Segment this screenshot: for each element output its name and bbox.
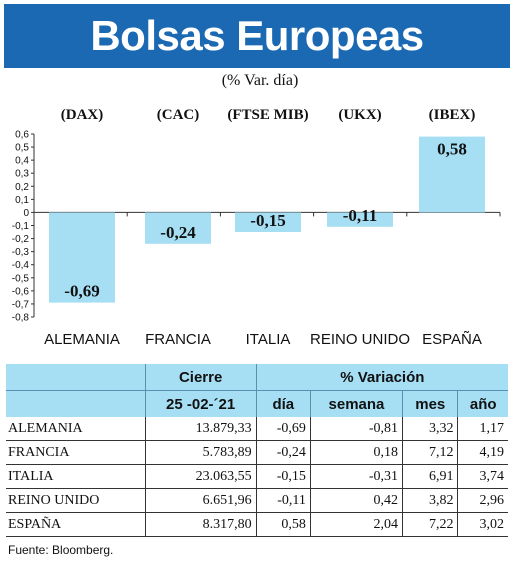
table-row: ALEMANIA 13.879,33 -0,69 -0,81 3,32 1,17: [6, 417, 508, 441]
table-row: REINO UNIDO 6.651,96 -0,11 0,42 3,82 2,9…: [6, 488, 508, 513]
y-tick-label: 0,2: [15, 182, 29, 193]
row-mes: 7,22: [402, 512, 458, 537]
y-tick-label: -0,1: [12, 221, 30, 232]
row-country: REINO UNIDO: [6, 488, 146, 513]
column-header-dia: día: [255, 390, 311, 417]
y-tick-label: -0,4: [12, 260, 30, 271]
page-title: Bolsas Europeas: [90, 12, 424, 59]
table-header-cierre: Cierre: [144, 364, 257, 391]
data-label: -0,69: [64, 282, 99, 301]
row-cierre: 23.063,55: [144, 464, 257, 489]
row-dia: -0,15: [255, 464, 311, 489]
y-tick-label: -0,3: [12, 247, 30, 258]
row-cierre: 8.317,80: [144, 512, 257, 537]
row-dia: -0,24: [255, 440, 311, 465]
row-mes: 7,12: [402, 440, 458, 465]
row-semana: 0,42: [309, 488, 403, 513]
table-row: ITALIA 23.063,55 -0,15 -0,31 6,91 3,74: [6, 464, 508, 489]
category-label: FRANCIA: [145, 331, 211, 348]
column-header-ano: año: [457, 390, 508, 417]
row-dia: 0,58: [255, 512, 311, 537]
category-label: ALEMANIA: [44, 331, 120, 348]
row-semana: -0,81: [309, 417, 403, 441]
table-header-variacion: % Variación: [255, 364, 508, 391]
bar: [419, 136, 485, 213]
row-semana: -0,31: [309, 464, 403, 489]
y-tick-label: 0: [23, 208, 29, 219]
row-country: ITALIA: [6, 464, 146, 489]
y-tick-label: -0,6: [12, 286, 30, 297]
table-row: FRANCIA 5.783,89 -0,24 0,18 7,12 4,19: [6, 440, 508, 465]
data-label: 0,58: [437, 140, 467, 159]
row-ano: 4,19: [457, 440, 508, 465]
column-header-date: 25 -02-´21: [144, 390, 257, 417]
chart-subtitle: (% Var. día): [221, 72, 299, 89]
index-label: (DAX): [61, 107, 104, 123]
bar: [49, 212, 115, 303]
data-label: -0,15: [250, 211, 285, 230]
y-tick-label: 0,1: [15, 195, 29, 206]
row-mes: 3,82: [402, 488, 458, 513]
bar: [327, 212, 393, 227]
table-header-blank-2: [6, 390, 146, 417]
row-cierre: 6.651,96: [144, 488, 257, 513]
row-mes: 3,32: [402, 417, 458, 441]
row-ano: 1,17: [457, 417, 508, 441]
row-ano: 3,74: [457, 464, 508, 489]
row-ano: 3,02: [457, 512, 508, 537]
quotes-table: Cierre % Variación 25 -02-´21 día semana…: [6, 364, 508, 537]
y-tick-label: 0,6: [15, 130, 29, 141]
title-banner: Bolsas Europeas: [4, 4, 510, 68]
y-tick-label: -0,5: [12, 273, 30, 284]
source-note: Fuente: Bloomberg.: [8, 543, 114, 557]
y-tick-label: -0,8: [12, 313, 30, 324]
y-tick-label: -0,7: [12, 299, 30, 310]
y-tick-label: 0,5: [15, 143, 29, 154]
bar-chart: 0,6 0,5 0,4 0,3 0,2 0,1 0 -0,1 -0,2 -0,3 -0,4 -0,5 -…: [12, 107, 501, 348]
bar: [145, 212, 211, 244]
index-label: (CAC): [157, 107, 200, 123]
index-label: (UKX): [338, 107, 381, 123]
index-label: (FTSE MIB): [227, 107, 308, 123]
y-tick-label: 0,3: [15, 169, 29, 180]
row-dia: -0,69: [255, 417, 311, 441]
row-semana: 0,18: [309, 440, 403, 465]
bar: [235, 212, 301, 233]
row-ano: 2,96: [457, 488, 508, 513]
data-label: -0,24: [160, 223, 196, 242]
column-header-semana: semana: [309, 390, 403, 417]
index-label: (IBEX): [429, 107, 476, 123]
column-header-mes: mes: [402, 390, 458, 417]
row-mes: 6,91: [402, 464, 458, 489]
row-country: ALEMANIA: [6, 417, 146, 441]
table-header-blank: [6, 364, 146, 391]
category-label: ITALIA: [246, 331, 291, 348]
category-label: REINO UNIDO: [310, 331, 410, 348]
row-country: ESPAÑA: [6, 512, 146, 537]
row-country: FRANCIA: [6, 440, 146, 465]
data-label: -0,11: [343, 206, 377, 225]
row-cierre: 13.879,33: [144, 417, 257, 441]
y-tick-label: 0,4: [15, 156, 29, 167]
table-row: ESPAÑA 8.317,80 0,58 2,04 7,22 3,02: [6, 512, 508, 537]
y-tick-label: -0,2: [12, 234, 30, 245]
row-cierre: 5.783,89: [144, 440, 257, 465]
row-dia: -0,11: [255, 488, 311, 513]
row-semana: 2,04: [309, 512, 403, 537]
category-label: ESPAÑA: [422, 331, 482, 348]
